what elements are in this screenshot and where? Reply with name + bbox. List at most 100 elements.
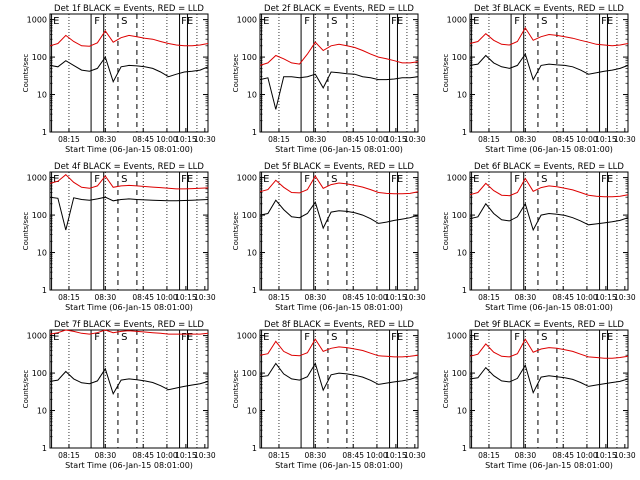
x-tick-label: 10:15 [385, 451, 407, 460]
x-tick-label: 08:30 [94, 293, 116, 302]
y-axis-label: Counts/sec [232, 370, 240, 409]
plot-frame [469, 171, 629, 291]
y-tick-label: 100 [452, 53, 467, 62]
x-tick-label: 08:45 [132, 451, 154, 460]
x-tick-label: 10:00 [366, 451, 388, 460]
x-tick-label: 10:30 [194, 451, 216, 460]
y-tick-label: 10 [457, 91, 467, 100]
y-axis-label: Counts/sec [22, 212, 30, 251]
detector-plot-9: Det 9f BLACK = Events, RED = LLD E F S FE 1 10… [442, 320, 636, 470]
y-tick-label: 1000 [447, 174, 467, 183]
y-tick-label: 100 [32, 211, 47, 220]
plot-title: Det 5f BLACK = Events, RED = LLD [264, 162, 414, 172]
x-tick-label: 10:30 [404, 293, 426, 302]
y-tick-label: 1 [42, 128, 47, 137]
y-tick-label: 1 [252, 286, 257, 295]
x-tick-label: 08:15 [478, 293, 500, 302]
x-tick-label: 10:15 [595, 451, 617, 460]
y-axis-label: Counts/sec [232, 54, 240, 93]
x-tick-label: 08:15 [268, 293, 290, 302]
lld-series-line [49, 30, 209, 47]
y-tick-label: 10 [37, 91, 47, 100]
plot-frame [49, 171, 209, 291]
y-axis-label: Counts/sec [232, 212, 240, 251]
event-marker-label: FE [601, 332, 613, 343]
x-axis-label: Start Time (06-Jan-15 08:01:00) [65, 303, 193, 312]
x-axis-label: Start Time (06-Jan-15 08:01:00) [275, 461, 403, 470]
event-marker-label: E [53, 16, 59, 27]
y-tick-label: 1 [42, 444, 47, 453]
event-marker-label: S [331, 174, 337, 185]
y-tick-label: 1 [252, 444, 257, 453]
y-axis-label: Counts/sec [22, 370, 30, 409]
plot-title: Det 8f BLACK = Events, RED = LLD [264, 320, 414, 330]
event-marker-label: E [473, 332, 479, 343]
x-tick-label: 08:15 [268, 451, 290, 460]
lld-series-line [469, 338, 629, 359]
events-series-line [469, 52, 629, 81]
y-tick-label: 1 [462, 286, 467, 295]
y-tick-label: 1 [462, 444, 467, 453]
y-tick-label: 100 [452, 369, 467, 378]
y-tick-label: 10 [37, 249, 47, 258]
x-axis-label: Start Time (06-Jan-15 08:01:00) [485, 461, 613, 470]
events-series-line [49, 55, 209, 83]
x-tick-label: 10:00 [576, 135, 598, 144]
y-tick-label: 1000 [237, 16, 257, 25]
x-tick-label: 08:45 [132, 135, 154, 144]
event-marker-label: FE [391, 16, 403, 27]
x-tick-label: 08:30 [514, 293, 536, 302]
event-marker-label: FE [181, 174, 193, 185]
y-axis-label: Counts/sec [442, 212, 450, 251]
plot-frame [49, 329, 209, 449]
plot-title: Det 3f BLACK = Events, RED = LLD [474, 4, 624, 14]
lld-series-line [49, 174, 209, 190]
plot-frame [259, 171, 419, 291]
y-tick-label: 1000 [447, 332, 467, 341]
y-tick-label: 10 [457, 407, 467, 416]
detector-plot-6: Det 6f BLACK = Events, RED = LLD E F S FE 1 10… [442, 162, 636, 312]
detector-plot-2: Det 2f BLACK = Events, RED = LLD E F S FE 1 10… [232, 4, 426, 154]
plot-title: Det 9f BLACK = Events, RED = LLD [474, 320, 624, 330]
event-marker-label: E [473, 16, 479, 27]
plot-frame [469, 13, 629, 133]
event-marker-label: F [304, 16, 310, 27]
x-tick-label: 10:30 [614, 135, 636, 144]
event-marker-label: F [304, 174, 310, 185]
x-tick-label: 08:15 [478, 451, 500, 460]
event-marker-label: S [541, 16, 547, 27]
event-marker-label: FE [601, 174, 613, 185]
event-marker-label: S [121, 174, 127, 185]
events-series-line [259, 362, 419, 392]
y-tick-label: 10 [37, 407, 47, 416]
x-tick-label: 08:30 [514, 451, 536, 460]
y-tick-label: 10 [247, 91, 257, 100]
event-marker-label: S [331, 16, 337, 27]
y-axis-label: Counts/sec [442, 54, 450, 93]
y-axis-label: Counts/sec [22, 54, 30, 93]
x-tick-label: 10:00 [366, 293, 388, 302]
y-tick-label: 1000 [447, 16, 467, 25]
event-marker-label: FE [181, 332, 193, 343]
x-tick-label: 08:15 [478, 135, 500, 144]
x-tick-label: 08:15 [58, 135, 80, 144]
events-series-line [469, 202, 629, 232]
y-tick-label: 10 [457, 249, 467, 258]
event-marker-label: F [304, 332, 310, 343]
y-tick-label: 1000 [27, 174, 47, 183]
x-tick-label: 08:45 [552, 293, 574, 302]
event-marker-label: F [94, 174, 100, 185]
x-tick-label: 08:45 [342, 293, 364, 302]
events-series-line [49, 196, 209, 231]
x-tick-label: 10:30 [614, 293, 636, 302]
x-tick-label: 10:30 [194, 293, 216, 302]
event-marker-label: FE [391, 174, 403, 185]
events-series-line [469, 364, 629, 395]
x-tick-label: 10:15 [175, 135, 197, 144]
x-tick-label: 08:45 [552, 451, 574, 460]
x-tick-label: 10:00 [366, 135, 388, 144]
plot-title: Det 6f BLACK = Events, RED = LLD [474, 162, 624, 172]
y-axis-label: Counts/sec [442, 370, 450, 409]
y-tick-label: 10 [247, 249, 257, 258]
x-tick-label: 08:30 [304, 135, 326, 144]
